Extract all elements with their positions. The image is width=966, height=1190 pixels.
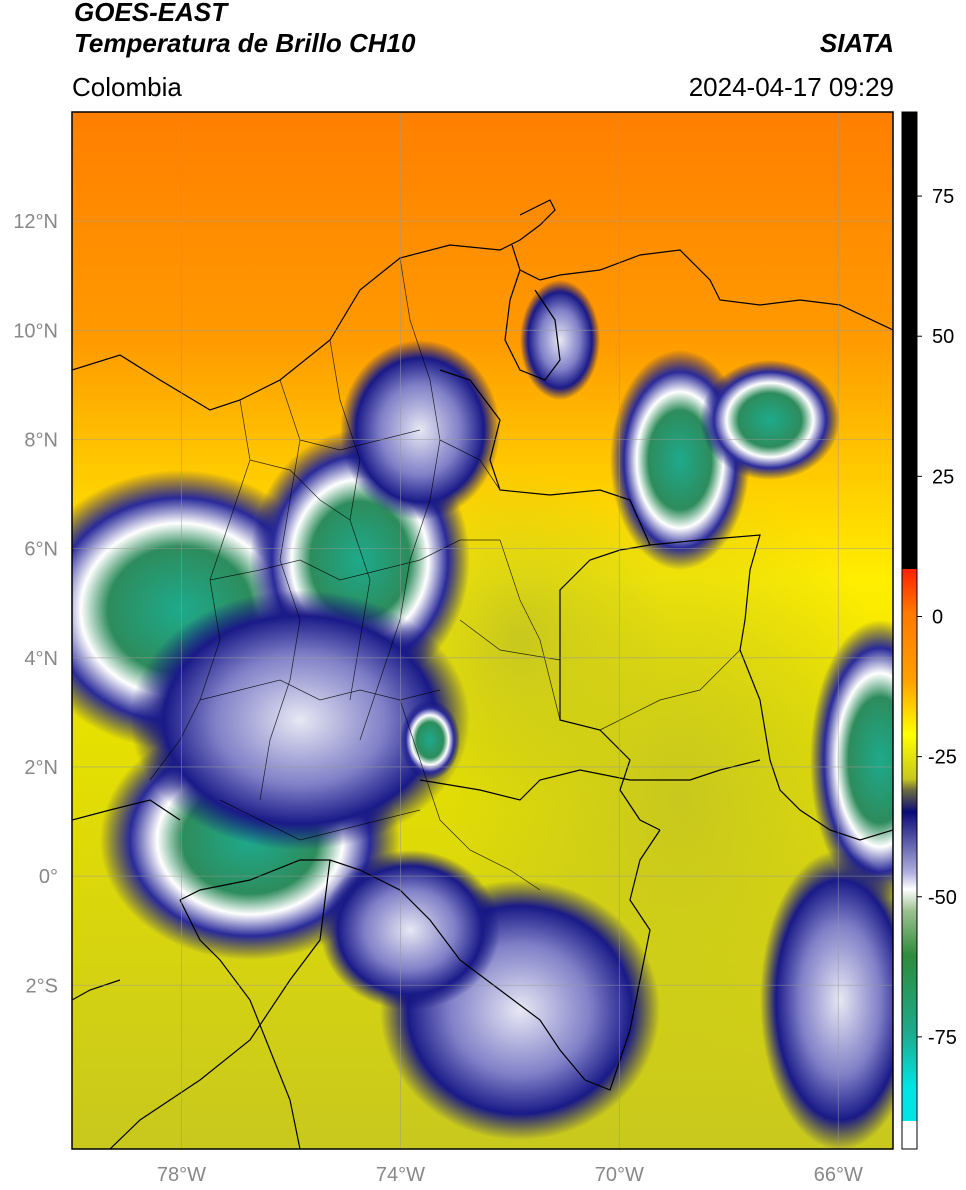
lat-tick-label: 2°N [24, 757, 58, 779]
colorbar-frame [901, 111, 918, 1150]
colorbar-tick-label: 0 [932, 606, 943, 628]
colorbar-tick-label: -25 [928, 747, 957, 769]
lat-tick-label: 2°S [26, 975, 58, 997]
colorbar-tick-label: 50 [932, 326, 954, 348]
lat-tick-label: 10°N [13, 320, 58, 342]
lat-tick-label: 4°N [24, 648, 58, 670]
colorbar-white-band [902, 1121, 917, 1149]
lat-tick-label: 0° [39, 866, 58, 888]
colorbar-black-band [902, 112, 917, 569]
colorbar-tick-label: 25 [932, 466, 954, 488]
lon-tick-label: 70°W [595, 1164, 644, 1186]
lat-tick-label: 8°N [24, 429, 58, 451]
lat-tick-label: 6°N [24, 539, 58, 561]
colorbar-tick-label: -50 [928, 887, 957, 909]
colorbar: 75 50 25 0 -25 -50 -75 [901, 111, 957, 1150]
department-borders [149, 257, 741, 891]
lon-tick-label: 78°W [157, 1164, 206, 1186]
lon-tick-label: 74°W [376, 1164, 425, 1186]
graticule [72, 112, 893, 1149]
agency-label: SIATA [819, 28, 894, 58]
map-frame [71, 111, 894, 1150]
satellite-title: GOES-EAST [74, 0, 228, 27]
lat-tick-label: 12°N [13, 211, 58, 233]
colorbar-tick-label: 75 [932, 186, 954, 208]
region-label: Colombia [72, 72, 182, 102]
product-title: Temperatura de Brillo CH10 [74, 28, 416, 58]
timestamp-label: 2024-04-17 09:29 [688, 72, 894, 102]
colorbar-tick-label: -75 [928, 1027, 957, 1049]
lon-tick-label: 66°W [814, 1164, 863, 1186]
satellite-imagery [72, 112, 893, 1149]
longitude-ticks: 78°W 74°W 70°W 66°W [157, 1164, 863, 1186]
colorbar-gradient [902, 569, 917, 1121]
latitude-ticks: 12°N 10°N 8°N 6°N 4°N 2°N 0° 2°S [13, 211, 58, 997]
